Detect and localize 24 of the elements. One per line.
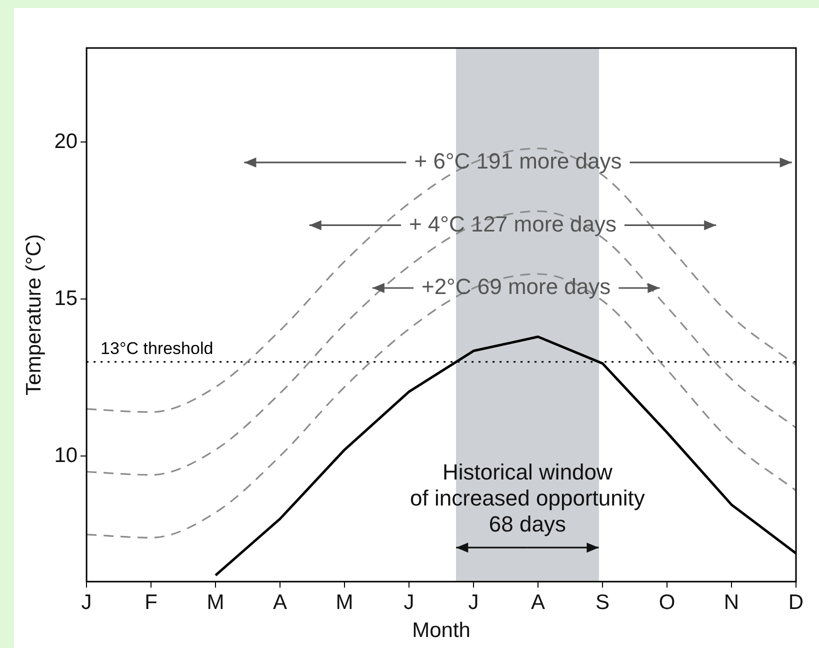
x-tick-label: J xyxy=(468,590,479,614)
x-tick-label: J xyxy=(404,590,414,614)
x-tick-label: A xyxy=(273,590,288,614)
x-tick-label: M xyxy=(206,590,224,614)
annotation: + 6°C 191 more days xyxy=(414,148,622,174)
ref-line-label: 13°C threshold xyxy=(100,339,214,358)
annotation: +2°C 69 more days xyxy=(421,274,611,300)
x-tick-label: M xyxy=(336,590,354,614)
annotation: Historical window of increased opportunity 68 days xyxy=(410,460,645,537)
x-tick-label: J xyxy=(81,590,92,614)
x-tick-label: S xyxy=(596,590,610,614)
x-tick-label: A xyxy=(531,590,546,614)
x-tick-label: O xyxy=(658,590,676,614)
x-tick-label: D xyxy=(788,590,804,614)
line-series xyxy=(86,273,797,538)
x-tick-label: N xyxy=(724,590,740,614)
x-tick-label: F xyxy=(144,590,158,614)
line-series xyxy=(86,148,797,413)
y-tick-label: 15 xyxy=(54,286,78,310)
annotation: + 4°C 127 more days xyxy=(408,211,616,236)
y-tick-label: 10 xyxy=(54,444,78,467)
y-tick-label: 20 xyxy=(54,130,78,153)
x-axis-title: Month xyxy=(412,619,470,642)
y-axis-title: Temperature (°C) xyxy=(22,234,46,396)
